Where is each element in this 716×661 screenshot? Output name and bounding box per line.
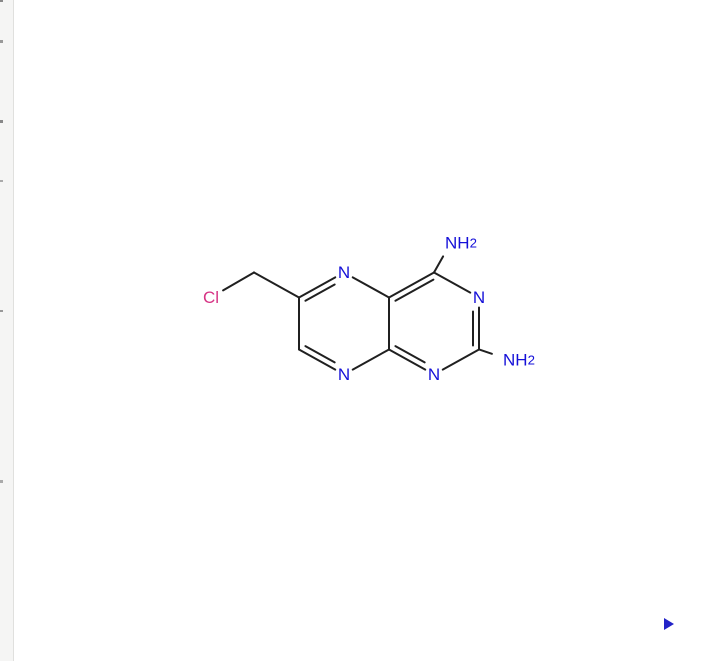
atom-label-n5: N bbox=[338, 262, 350, 281]
atom-label-n8: N bbox=[338, 364, 350, 383]
atom-label-nh2_2: NH2 bbox=[503, 349, 535, 368]
atom-label-cl: Cl bbox=[203, 287, 219, 306]
atom-label-nh2_4: NH2 bbox=[445, 232, 477, 251]
play-icon[interactable] bbox=[664, 618, 674, 630]
atom-label-n3: N bbox=[473, 287, 485, 306]
drawing-canvas: ClClNNNH2NH2NNNH2NH2NNNN bbox=[14, 0, 716, 661]
molecule-svg: ClClNNNH2NH2NNNH2NH2NNNN bbox=[186, 227, 544, 389]
molecule-structure: ClClNNNH2NH2NNNH2NH2NNNN bbox=[186, 227, 544, 394]
toolbar-strip bbox=[0, 0, 14, 661]
atom-label-n1: N bbox=[428, 364, 440, 383]
